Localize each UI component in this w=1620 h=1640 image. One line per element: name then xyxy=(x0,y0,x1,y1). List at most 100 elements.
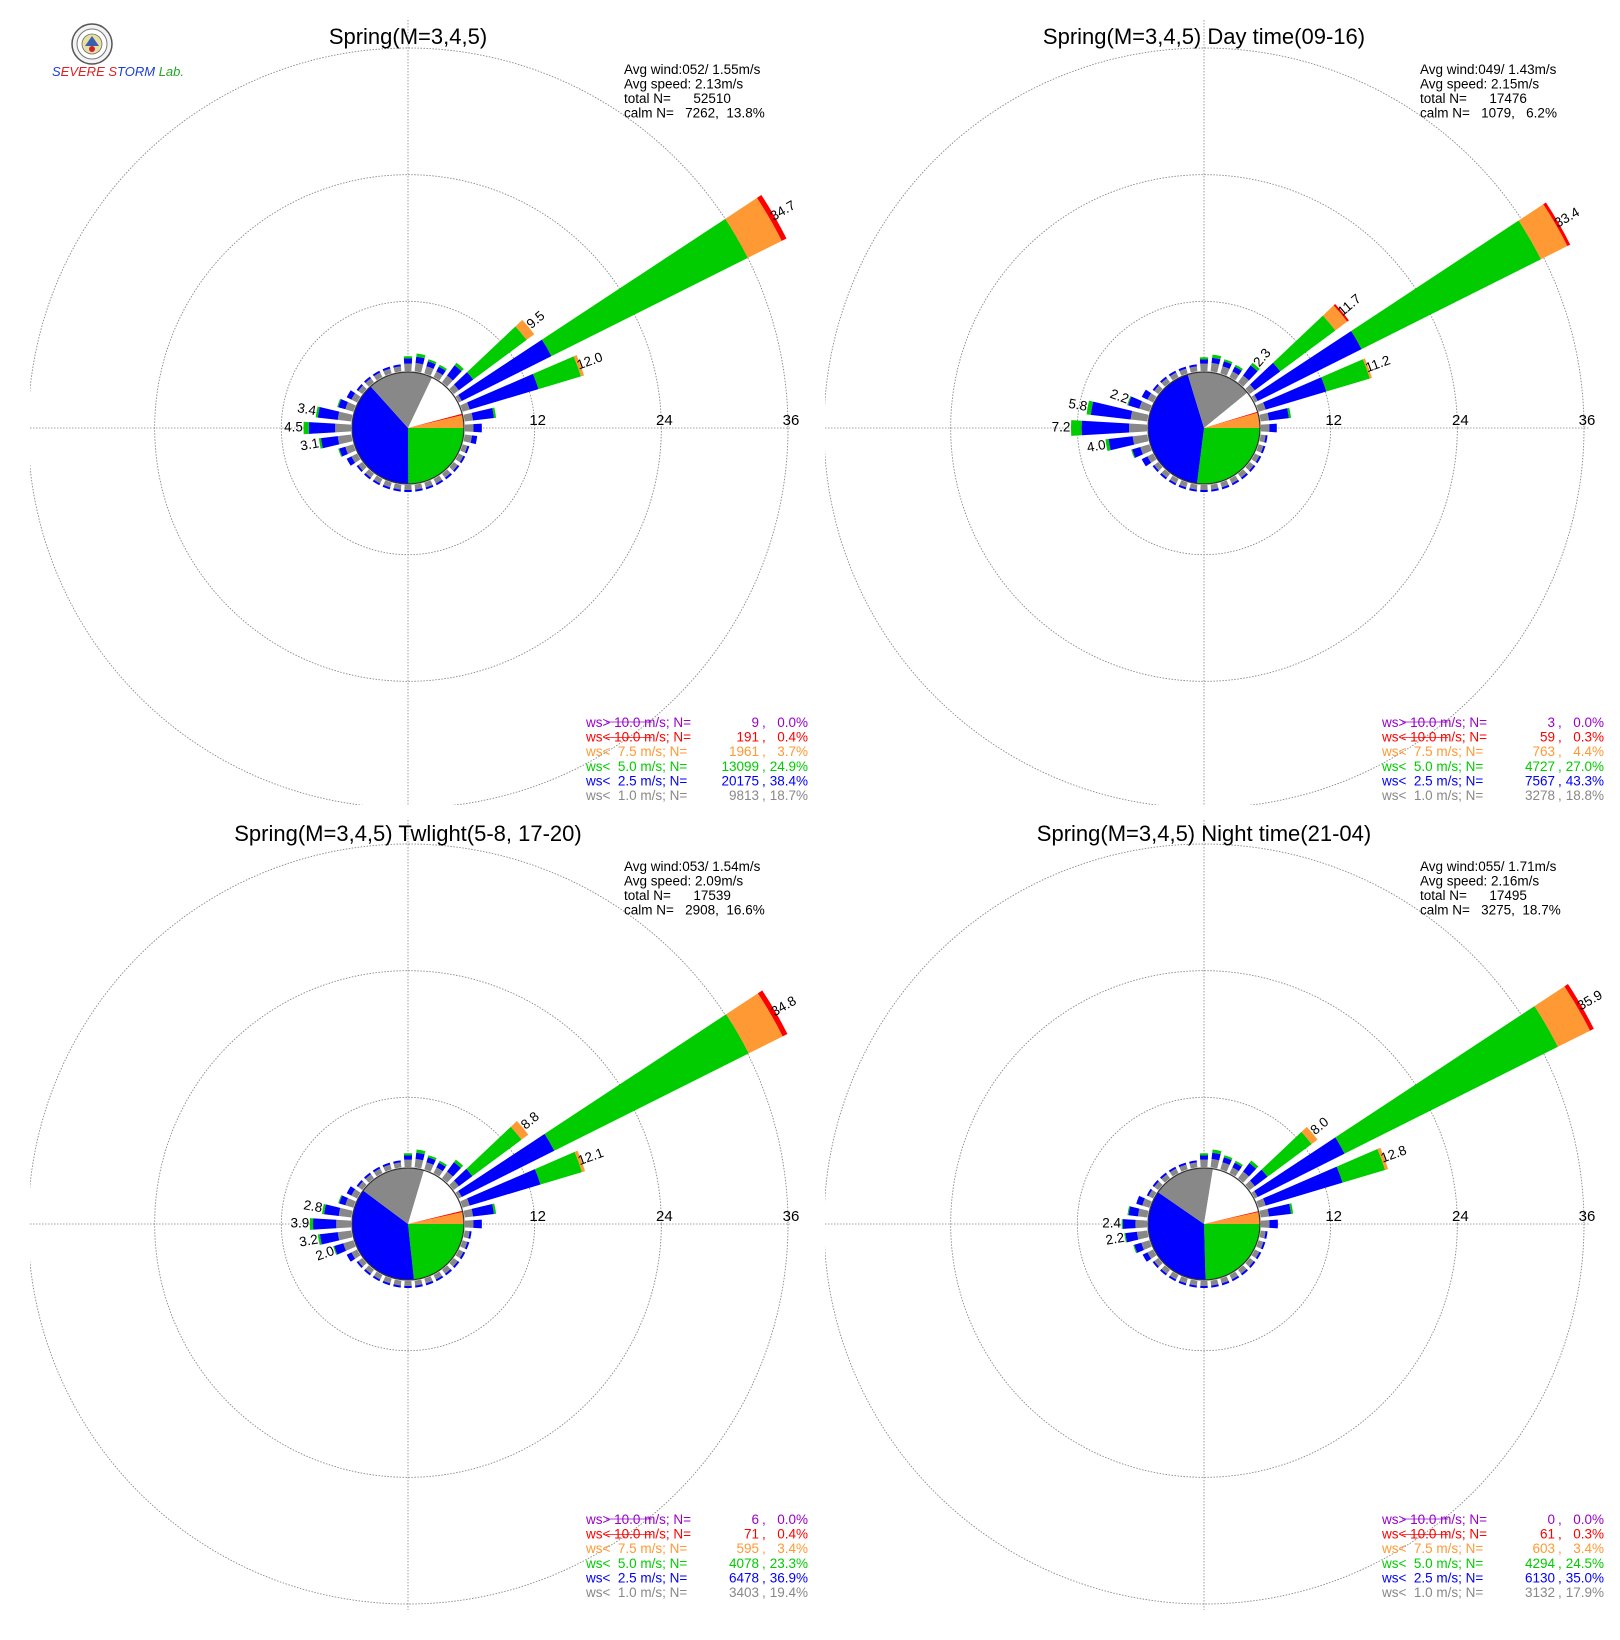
bar-segment xyxy=(1263,377,1327,410)
legend-count: 59 xyxy=(1540,730,1555,745)
direction-tick xyxy=(453,1260,460,1268)
legend-label: ws< 7.5 m/s; N= xyxy=(585,1541,687,1556)
bar-segment xyxy=(455,1190,462,1199)
pie-slice xyxy=(408,1210,463,1224)
stat-line: Avg wind:055/ 1.71m/s xyxy=(1420,859,1557,874)
bar-segment xyxy=(1321,359,1370,392)
bar-segment xyxy=(338,399,348,410)
direction-tick xyxy=(1200,1285,1208,1288)
direction-bar: 2.4 xyxy=(1102,1216,1148,1231)
direction-tick xyxy=(373,1168,383,1177)
bar-value-label: 2.8 xyxy=(303,1197,324,1215)
bar-segment xyxy=(725,197,782,258)
pie-slice xyxy=(408,413,463,428)
windrose-panel: 12 24 36 Spring(M=3,4,5) Day time(09-16) Avg… xyxy=(825,20,1604,805)
bar-segment xyxy=(1147,393,1157,403)
bar-segment xyxy=(1081,420,1130,436)
legend-percent: 43.3% xyxy=(1566,773,1604,788)
bar-segment xyxy=(726,993,783,1054)
direction-bar xyxy=(403,356,413,372)
polar-grid xyxy=(30,20,790,805)
speed-legend: ws> 10.0 m/s; N= 0, 0.0% ws< 10.0 m/s; N= 61… xyxy=(1381,1512,1604,1600)
bar-segment xyxy=(460,402,470,412)
direction-tick xyxy=(414,1279,423,1286)
bar-segment xyxy=(1351,220,1541,350)
bar-segment xyxy=(454,372,474,391)
legend-label: ws< 1.0 m/s; N= xyxy=(1381,1585,1483,1600)
stat-line: total N= 17539 xyxy=(624,888,731,903)
direction-tick xyxy=(1255,1251,1262,1260)
logo-part: Lab. xyxy=(155,64,185,79)
bar-segment xyxy=(473,423,482,433)
direction-tick xyxy=(1189,488,1197,492)
direction-bar xyxy=(414,1149,426,1169)
bar-segment xyxy=(1250,1169,1268,1187)
speed-class-pie xyxy=(351,364,470,492)
logo-part: S xyxy=(108,64,118,79)
legend-comma: , xyxy=(1558,788,1562,803)
legend-label: ws> 10.0 m/s; N= xyxy=(1381,1512,1487,1527)
bar-segment xyxy=(1122,1219,1136,1229)
direction-tick xyxy=(1161,1174,1171,1183)
bar-segment xyxy=(1130,410,1149,422)
legend-label: ws< 5.0 m/s; N= xyxy=(1381,1556,1483,1571)
range-ring xyxy=(30,843,789,1605)
direction-tick xyxy=(1210,1279,1219,1286)
direction-tick xyxy=(1154,1181,1163,1191)
bar-segment xyxy=(433,1167,443,1177)
stat-line: total N= 17476 xyxy=(1420,91,1527,106)
legend-label: ws< 7.5 m/s; N= xyxy=(1381,744,1483,759)
bar-segment xyxy=(1254,330,1362,402)
direction-tick xyxy=(1229,1271,1239,1280)
bar-segment xyxy=(1136,1195,1145,1206)
bar-segment xyxy=(1222,361,1232,369)
direction-tick xyxy=(1168,1275,1177,1282)
logo-wordmark: SEVERE STORM Lab. xyxy=(52,64,184,79)
bar-segment xyxy=(1254,1137,1345,1198)
bar-segment xyxy=(404,1159,412,1168)
pie-slice xyxy=(370,372,433,428)
legend-label: ws< 10.0 m/s; N= xyxy=(1381,1527,1487,1542)
ring-label: 12 xyxy=(1325,1208,1342,1225)
direction-tick xyxy=(1229,475,1239,484)
bar-segment xyxy=(338,1207,353,1218)
bar-segment xyxy=(467,1169,541,1206)
pie-slice xyxy=(1204,411,1258,428)
legend-count: 9813 xyxy=(729,788,759,803)
legend-percent: 0.0% xyxy=(1573,715,1604,730)
direction-tick xyxy=(372,1166,381,1173)
direction-bar xyxy=(1136,1195,1152,1208)
pie-slice xyxy=(1187,372,1248,428)
bar-segment xyxy=(334,1243,347,1255)
bar-segment xyxy=(1237,375,1249,387)
direction-tick xyxy=(1220,480,1229,488)
legend-label: ws< 10.0 m/s; N= xyxy=(585,1527,691,1542)
direction-bar: 8.0 xyxy=(1245,1114,1331,1191)
legend-comma: , xyxy=(762,788,766,803)
bar-segment xyxy=(1127,396,1132,406)
bar-segment xyxy=(403,1153,413,1156)
direction-tick xyxy=(373,475,383,484)
bar-segment xyxy=(541,218,748,357)
direction-tick xyxy=(1152,464,1159,472)
legend-comma: , xyxy=(762,1512,766,1527)
direction-tick xyxy=(1210,483,1219,490)
bar-segment xyxy=(471,407,494,421)
bar-value-label: 3.4 xyxy=(296,400,318,418)
direction-tick xyxy=(364,376,372,383)
bar-segment xyxy=(1125,1231,1139,1243)
bar-segment xyxy=(1211,357,1221,365)
bar-segment xyxy=(1128,1206,1140,1217)
direction-tick xyxy=(449,1257,458,1267)
range-ring xyxy=(30,47,789,805)
direction-tick xyxy=(1245,1257,1254,1267)
legend-label: ws< 7.5 m/s; N= xyxy=(1381,1541,1483,1556)
bar-segment xyxy=(1090,401,1133,420)
bar-segment xyxy=(466,1126,522,1177)
direction-bar: 3.2 xyxy=(298,1230,353,1250)
direction-tick xyxy=(358,1257,367,1267)
direction-tick xyxy=(1179,1276,1188,1284)
direction-tick xyxy=(1178,1280,1187,1286)
legend-comma: , xyxy=(762,759,766,774)
direction-tick xyxy=(441,1265,451,1274)
